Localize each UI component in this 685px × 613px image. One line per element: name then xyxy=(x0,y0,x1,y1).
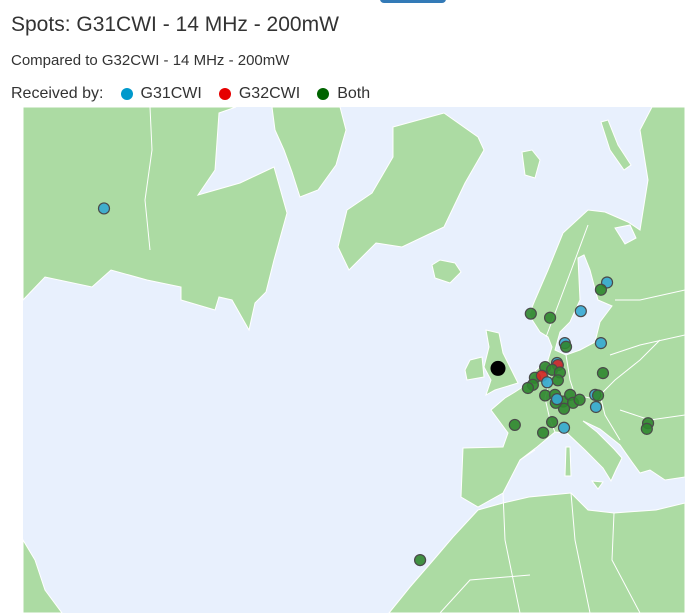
spot-marker-both[interactable] xyxy=(543,311,557,324)
africa xyxy=(388,492,685,613)
comparison-subtitle: Compared to G32CWI - 14 MHz - 200mW xyxy=(11,52,290,69)
legend-item-label: Both xyxy=(337,85,371,102)
north-america xyxy=(23,107,288,332)
baltic-sea xyxy=(554,254,613,356)
legend-item-label: G32CWI xyxy=(238,85,301,102)
spot-marker-both[interactable] xyxy=(557,402,571,415)
transmitter-marker[interactable] xyxy=(490,360,506,376)
spot-marker-g31cwi[interactable] xyxy=(541,376,554,389)
spot-marker-g31cwi[interactable] xyxy=(557,421,571,434)
spot-marker-g31cwi[interactable] xyxy=(550,393,564,406)
spot-marker-both[interactable] xyxy=(640,422,653,435)
top-button[interactable] xyxy=(380,0,446,3)
legend-label: Received by: xyxy=(11,85,104,102)
spot-marker-both[interactable] xyxy=(594,283,608,296)
spot-marker-both[interactable] xyxy=(524,307,537,320)
spot-marker-both[interactable] xyxy=(591,389,605,402)
legend-dot-icon xyxy=(218,88,231,100)
legend-dot-icon xyxy=(120,88,133,100)
spot-marker-both[interactable] xyxy=(573,393,586,406)
sicily xyxy=(590,480,604,490)
white-sea xyxy=(614,224,637,245)
inland-seas xyxy=(554,224,637,356)
spot-marker-both[interactable] xyxy=(536,426,550,439)
legend-item-g31cwi: G31CWI xyxy=(120,85,202,103)
legend-item-g32cwi: G32CWI xyxy=(218,85,301,103)
legend-item-both: Both xyxy=(317,85,370,103)
south-america xyxy=(23,539,63,613)
legend-item-label: G31CWI xyxy=(140,85,202,102)
greenland xyxy=(337,112,485,271)
spot-marker-both[interactable] xyxy=(508,418,521,432)
spot-marker-both[interactable] xyxy=(546,415,559,429)
landmasses xyxy=(23,107,685,613)
spot-marker-both[interactable] xyxy=(551,374,564,387)
legend-dot-icon xyxy=(317,88,330,100)
spot-markers xyxy=(97,202,655,567)
svalbard xyxy=(521,149,541,179)
spot-marker-g31cwi[interactable] xyxy=(574,305,587,318)
spot-marker-both[interactable] xyxy=(559,340,573,353)
page-title: Spots: G31CWI - 14 MHz - 200mW xyxy=(11,13,339,36)
legend: Received by: G31CWI G32CWI Both xyxy=(11,85,370,103)
spot-marker-both[interactable] xyxy=(521,381,535,395)
ireland xyxy=(464,356,485,381)
novaya-zemlya xyxy=(600,119,632,171)
spot-marker-g31cwi[interactable] xyxy=(589,400,603,414)
spot-map[interactable] xyxy=(23,107,685,613)
iceland xyxy=(431,259,462,284)
spot-marker-g31cwi[interactable] xyxy=(594,337,608,350)
spot-marker-g31cwi[interactable] xyxy=(97,202,111,215)
spot-marker-both[interactable] xyxy=(414,553,427,567)
eurasia xyxy=(460,107,685,508)
corsica-sardinia xyxy=(564,446,572,477)
spot-marker-both[interactable] xyxy=(596,367,610,380)
arctic-islands xyxy=(271,107,347,198)
